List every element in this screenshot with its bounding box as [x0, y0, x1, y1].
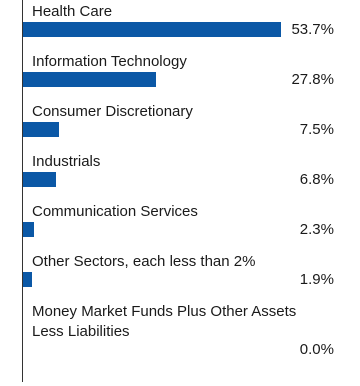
bar-row: Consumer Discretionary 7.5% [23, 102, 338, 152]
category-label: Industrials [32, 153, 101, 170]
category-label: Health Care [32, 3, 113, 20]
bar [23, 272, 33, 287]
rows: Health Care 53.7% Information Technology 27… [23, 2, 338, 372]
category-label: Information Technology [32, 53, 187, 70]
bar-area: 7.5% [23, 122, 338, 152]
value-label: 6.8% [299, 171, 334, 188]
bar-area: 2.3% [23, 222, 338, 252]
category-label: Communication Services [32, 203, 198, 220]
value-label: 1.9% [299, 271, 334, 288]
value-label: 0.0% [299, 341, 334, 358]
category-label: Consumer Discretionary [32, 103, 193, 120]
value-label: 53.7% [291, 21, 334, 38]
value-label: 2.3% [299, 221, 334, 238]
bar-row: Information Technology 27.8% [23, 52, 338, 102]
bar [23, 22, 281, 37]
bar-area: 27.8% [23, 72, 338, 102]
category-label: Money Market Funds Plus Other Assets Les… [32, 303, 297, 340]
bar-area: 53.7% [23, 22, 338, 52]
bar-row: Other Sectors, each less than 2% 1.9% [23, 252, 338, 302]
bar-row: Communication Services 2.3% [23, 202, 338, 252]
bar-row: Money Market Funds Plus Other Assets Les… [23, 302, 338, 372]
bar-area: 6.8% [23, 172, 338, 202]
bar [23, 172, 56, 187]
bar [23, 122, 59, 137]
value-label: 7.5% [299, 121, 334, 138]
axis-line [22, 0, 23, 382]
bar-area: 0.0% [23, 342, 338, 372]
bar-row: Health Care 53.7% [23, 2, 338, 52]
category-label: Other Sectors, each less than 2% [32, 253, 256, 270]
bar [23, 72, 157, 87]
bar-area: 1.9% [23, 272, 338, 302]
bar-row: Industrials 6.8% [23, 152, 338, 202]
value-label: 27.8% [291, 71, 334, 88]
bar [23, 222, 35, 237]
